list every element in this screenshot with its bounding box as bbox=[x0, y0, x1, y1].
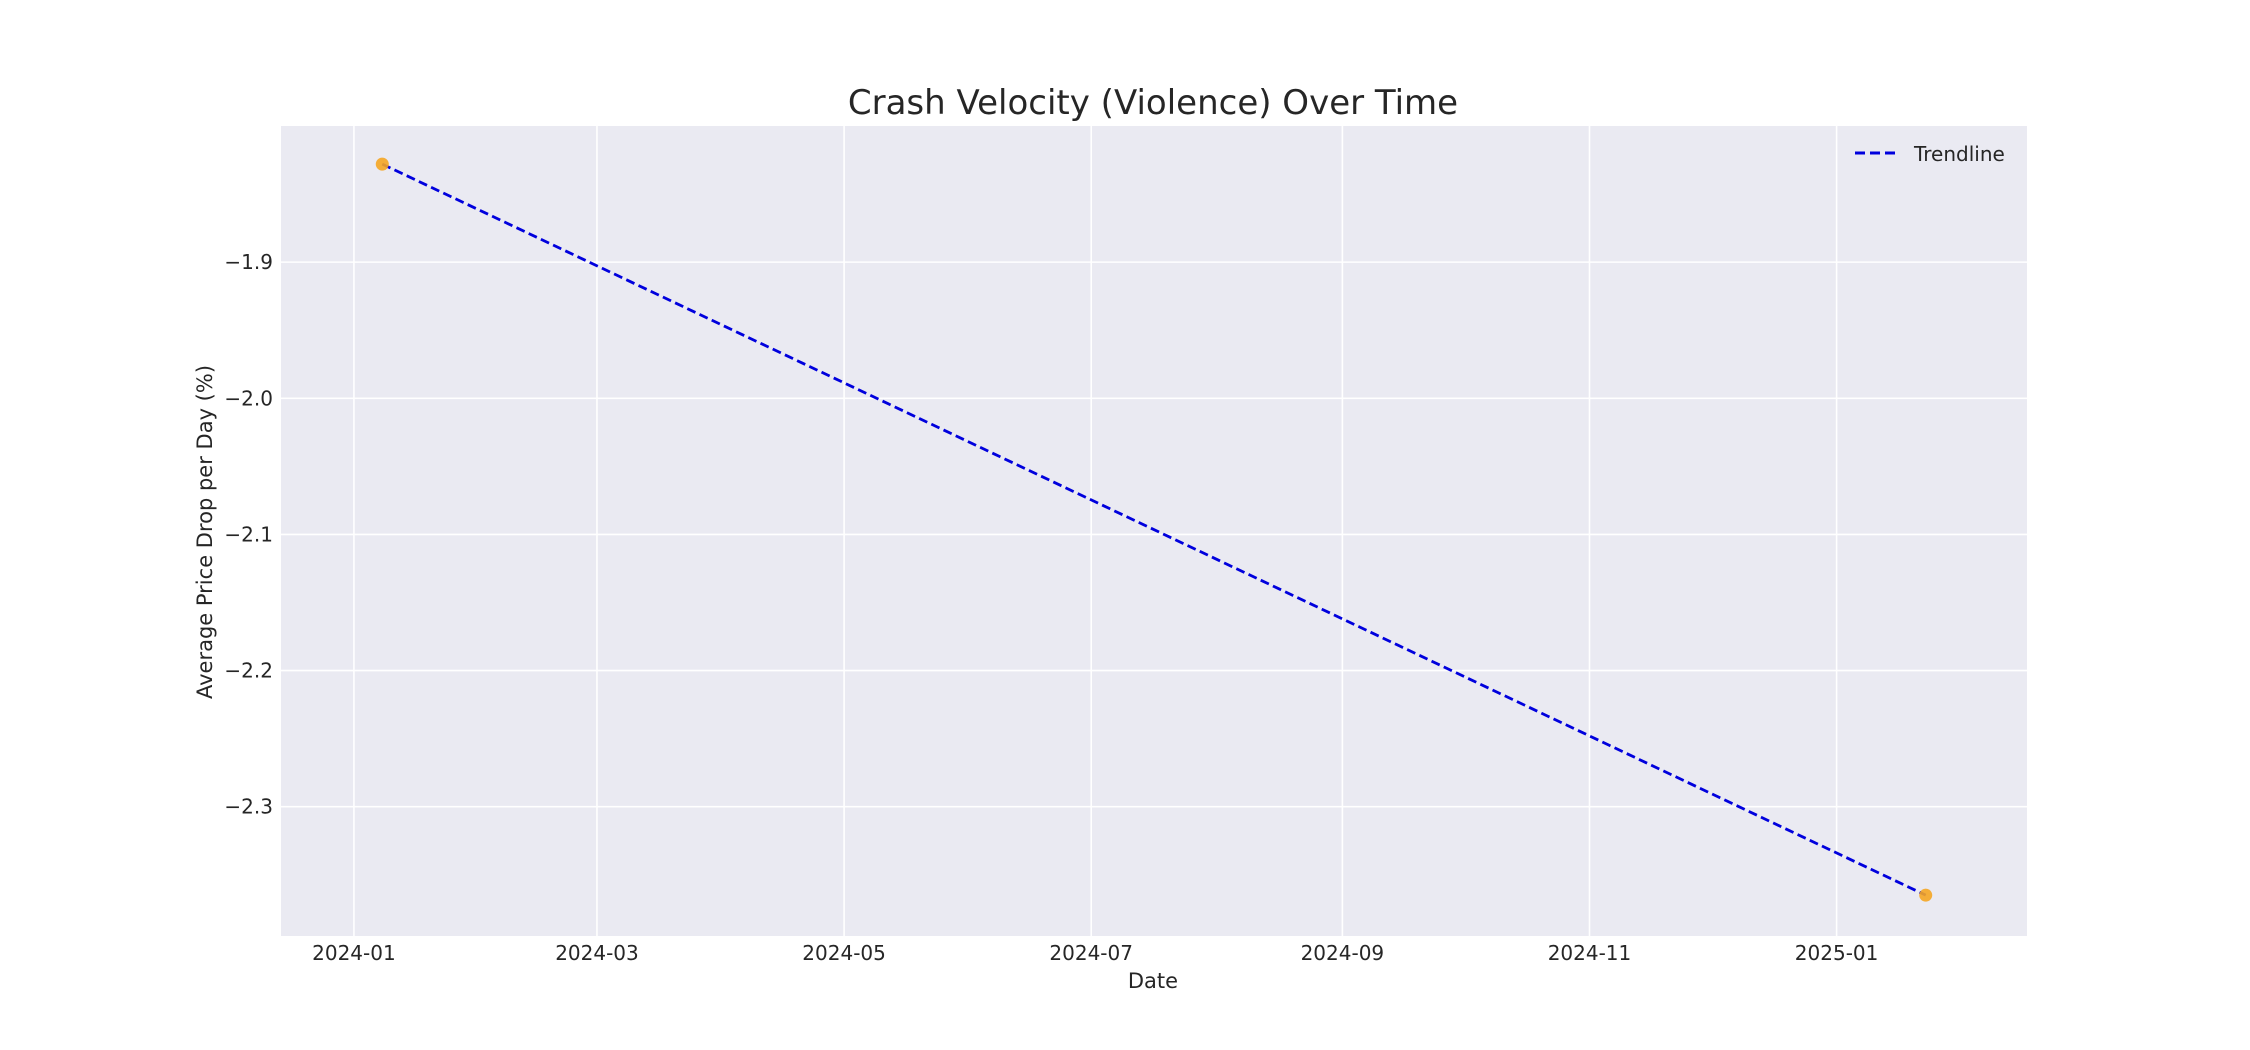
x-tick-label: 2024-07 bbox=[1049, 941, 1133, 965]
x-tick-label: 2025-01 bbox=[1795, 941, 1879, 965]
y-tick-label: −2.0 bbox=[224, 386, 273, 410]
x-tick-label: 2024-05 bbox=[802, 941, 886, 965]
x-tick-label: 2024-03 bbox=[555, 941, 639, 965]
y-axis-label: Average Price Drop per Day (%) bbox=[193, 365, 217, 699]
trendline bbox=[381, 162, 1927, 897]
x-tick-label: 2024-01 bbox=[312, 941, 396, 965]
chart-title: Crash Velocity (Violence) Over Time bbox=[848, 83, 1458, 123]
legend-trendline-label: Trendline bbox=[1913, 142, 2005, 166]
legend: Trendline bbox=[1855, 142, 2005, 166]
trendline-layer bbox=[381, 162, 1927, 897]
y-tick-label: −1.9 bbox=[224, 250, 273, 274]
x-axis-ticks: 2024-01 2024-03 2024-05 2024-07 2024-09 2024-… bbox=[312, 941, 1878, 965]
y-tick-label: −2.1 bbox=[224, 522, 273, 546]
data-point bbox=[1919, 888, 1933, 902]
x-tick-label: 2024-09 bbox=[1301, 941, 1385, 965]
x-tick-label: 2024-11 bbox=[1548, 941, 1632, 965]
grid-lines bbox=[281, 126, 2027, 936]
y-axis-ticks: −1.9 −2.0 −2.1 −2.2 −2.3 bbox=[224, 250, 273, 819]
y-tick-label: −2.2 bbox=[224, 659, 273, 683]
scatter-points bbox=[375, 157, 1933, 902]
x-axis-label: Date bbox=[1128, 969, 1178, 993]
data-point bbox=[375, 157, 389, 171]
y-tick-label: −2.3 bbox=[224, 795, 273, 819]
